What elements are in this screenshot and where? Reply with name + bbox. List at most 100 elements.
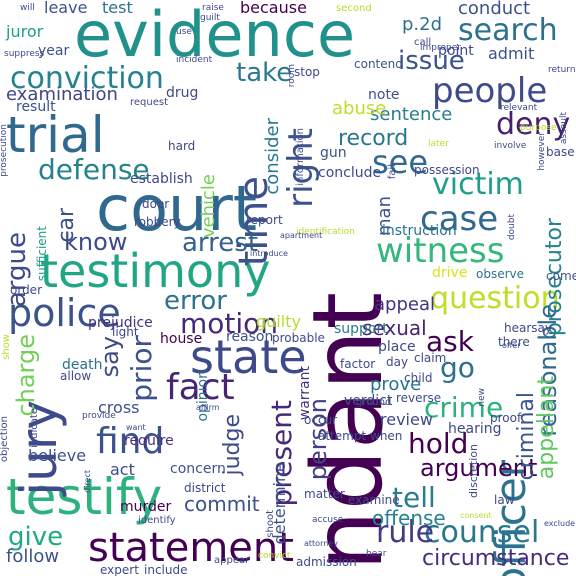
word: sexual [362,316,427,340]
word: test [102,0,133,17]
word: believe [28,446,87,465]
word: note [368,87,400,103]
word: new [477,388,487,407]
word: conclude [318,165,382,181]
word: base [546,145,575,159]
word: offense [372,506,446,530]
word: go [440,351,475,384]
word: matter [304,487,345,501]
word: instruction [382,223,457,239]
word: support [334,321,388,337]
word: allow [60,369,92,383]
word: expert [100,563,139,576]
word: hearing [448,421,502,437]
word: admission [296,555,357,569]
word: sentence [370,104,453,125]
word: follow [6,546,60,567]
word: trial [6,106,105,164]
word: want [126,423,146,432]
word: identify [138,515,176,526]
word: reverse [396,391,442,405]
word: take [236,58,293,88]
word: second [336,3,372,14]
word: fail [387,164,398,180]
word: car [54,208,79,243]
word: discretion [467,444,480,498]
word: prosecution [0,124,9,177]
word: convict [258,551,291,561]
word: factor [340,357,376,371]
word: attempt [318,429,367,443]
word: error [164,286,227,316]
word: objection [0,416,10,463]
word: require [124,433,174,449]
word: see [372,143,429,181]
word: guilty [256,312,301,331]
word: hard [168,139,196,153]
word: direct [83,470,92,493]
word: ground [356,397,392,408]
word: murder [120,499,172,515]
word: conviction [10,61,164,96]
word: issue [398,46,465,76]
word: know [64,228,128,256]
word: purpose [520,123,557,133]
word: victim [432,167,524,202]
word: will [20,3,35,13]
word: however [537,132,547,171]
word: people [432,71,548,111]
word: door [142,197,170,211]
word: prejudice [88,315,153,331]
word: testimony [40,244,271,298]
word: provide [82,411,116,421]
word: improper [420,43,461,53]
word: request [130,97,169,108]
word: defense [38,153,150,186]
word: relevant [500,103,538,113]
word: suppress [4,49,45,59]
word: indicate [29,408,40,448]
word: accuse [312,515,344,525]
word: offer [502,341,521,350]
word: drive [432,265,468,281]
word: abuse [332,98,387,119]
word: include [144,563,188,576]
word: year [38,43,70,59]
word: show [1,334,12,360]
word: identification [296,227,355,237]
word: p.2d [402,14,443,35]
word: prior [125,336,158,402]
word: return [548,65,576,75]
word: motion [180,307,279,340]
word: light [112,325,139,339]
word: there [498,335,530,349]
word: commit [184,492,260,516]
word: verdict [344,393,393,409]
word: probable [272,331,325,345]
word: statement [88,525,294,571]
word: apartment [280,231,323,240]
word: involve [494,141,527,151]
word: occur [304,413,338,427]
word: question [430,281,560,316]
word: information [295,128,306,186]
word: review [380,410,433,429]
word: day [386,355,409,369]
word: because [240,0,307,17]
word: place [378,339,416,355]
word: appellant [534,376,559,480]
word: claim [414,351,447,365]
word: guilt [200,13,220,23]
word: examine [348,493,400,507]
word: charge [12,334,40,417]
word: witness [376,231,505,271]
word: consent [460,511,492,520]
word: proof [490,411,522,425]
word: search [458,13,558,48]
word: report [246,213,283,227]
word: juror [6,22,44,41]
word: shoot [265,510,276,538]
word: assault [559,112,569,145]
word: later [428,139,449,149]
word: opinion [195,370,211,422]
